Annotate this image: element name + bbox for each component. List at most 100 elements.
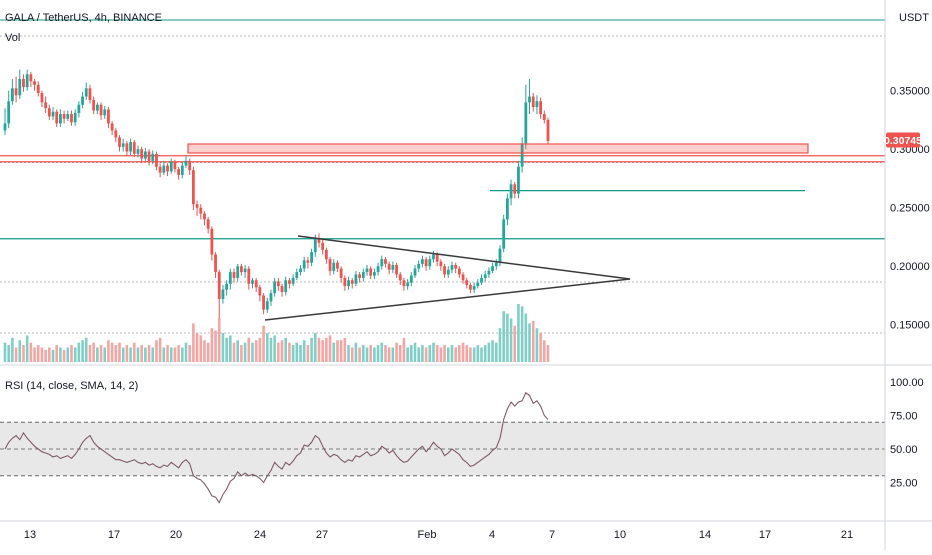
- candle: [358, 272, 362, 283]
- candle: [509, 179, 513, 206]
- volume-bar: [125, 345, 129, 362]
- price-tick-label: 0.15000: [890, 320, 930, 332]
- candle: [273, 277, 277, 297]
- volume-bar: [40, 347, 44, 362]
- candle: [317, 233, 321, 248]
- candle-layer: [3, 69, 550, 319]
- candle: [162, 160, 166, 175]
- candle: [81, 91, 84, 109]
- candle: [195, 200, 199, 216]
- volume-bar: [59, 347, 62, 362]
- volume-bar: [140, 345, 143, 362]
- volume-bar: [517, 304, 520, 362]
- volume-bar: [155, 340, 158, 362]
- candle: [384, 256, 387, 268]
- volume-bar: [395, 342, 398, 362]
- candle: [158, 163, 162, 178]
- candle: [421, 255, 424, 268]
- volume-bar: [277, 342, 280, 362]
- volume-bar: [151, 347, 155, 362]
- volume-bar: [291, 345, 295, 362]
- volume-bar: [121, 347, 125, 362]
- last-price-badge: 0.30745: [884, 132, 922, 148]
- candle: [29, 71, 33, 88]
- volume-bar: [387, 347, 391, 362]
- candle: [177, 166, 181, 180]
- volume-bar: [73, 347, 77, 362]
- volume-label: Vol: [5, 32, 20, 44]
- candle: [450, 261, 454, 274]
- volume-bar: [421, 345, 424, 362]
- candle: [291, 274, 295, 287]
- candle: [84, 82, 88, 101]
- candle: [483, 270, 487, 282]
- candle: [191, 166, 195, 211]
- price-tick-label: 0.35000: [890, 86, 930, 98]
- volume-bar: [48, 347, 51, 362]
- candle: [155, 151, 158, 171]
- candle: [354, 270, 358, 287]
- volume-bar: [454, 347, 457, 362]
- candle: [306, 256, 310, 269]
- candle: [121, 138, 125, 152]
- candle: [480, 274, 483, 285]
- candle: [217, 269, 221, 319]
- volume-bar: [339, 340, 343, 362]
- rsi-tick-label: 75.00: [890, 411, 918, 423]
- candle: [454, 262, 458, 274]
- volume-bar: [199, 335, 203, 362]
- candle: [391, 261, 395, 274]
- volume-bar: [232, 342, 236, 362]
- time-tick-label: 21: [841, 529, 853, 541]
- price-tick-label: 0.25000: [890, 203, 930, 215]
- candle: [343, 275, 347, 291]
- candle: [10, 78, 14, 105]
- volume-bar: [476, 345, 480, 362]
- volume-bar: [354, 342, 358, 362]
- volume-bar: [325, 337, 328, 362]
- volume-bar: [3, 342, 7, 362]
- candle: [505, 193, 509, 226]
- volume-bar: [380, 342, 384, 362]
- candle: [502, 214, 506, 253]
- candle: [413, 265, 417, 278]
- volume-bar: [22, 345, 25, 362]
- volume-bar: [365, 347, 369, 362]
- rsi-title: RSI (14, close, SMA, 14, 2): [5, 380, 138, 392]
- candle: [55, 109, 59, 127]
- volume-bar: [531, 320, 535, 362]
- volume-bar: [539, 333, 542, 362]
- candle: [299, 265, 302, 276]
- candle: [33, 78, 36, 91]
- volume-bar: [343, 337, 347, 362]
- candle: [173, 159, 177, 173]
- volume-bar: [258, 337, 262, 362]
- time-axis: 13 17 20 24 27 Feb 4 7 10 14 17 21: [24, 529, 853, 541]
- volume-bar: [543, 340, 546, 362]
- volume-bar: [502, 311, 505, 362]
- candle: [472, 282, 476, 294]
- candle: [321, 239, 325, 255]
- candle: [103, 105, 107, 119]
- volume-bar: [358, 347, 361, 362]
- price-tick-label: 0.20000: [890, 261, 930, 273]
- volume-bar: [269, 337, 273, 362]
- volume-bar: [44, 349, 47, 362]
- volume-bar: [546, 345, 550, 362]
- candle: [7, 90, 11, 129]
- candle: [535, 95, 539, 115]
- volume-bar: [254, 340, 258, 362]
- candle: [350, 277, 354, 289]
- candle: [51, 107, 55, 120]
- candle: [203, 211, 206, 226]
- volume-bar: [280, 340, 284, 362]
- triangle-lower-trendline: [264, 278, 631, 321]
- chart-title: GALA / TetherUS, 4h, BINANCE: [5, 12, 162, 24]
- volume-bar: [332, 342, 336, 362]
- volume-bar: [166, 345, 169, 362]
- time-tick-label: 7: [549, 529, 555, 541]
- candle: [439, 259, 443, 271]
- candle: [166, 163, 169, 177]
- candle: [395, 262, 398, 278]
